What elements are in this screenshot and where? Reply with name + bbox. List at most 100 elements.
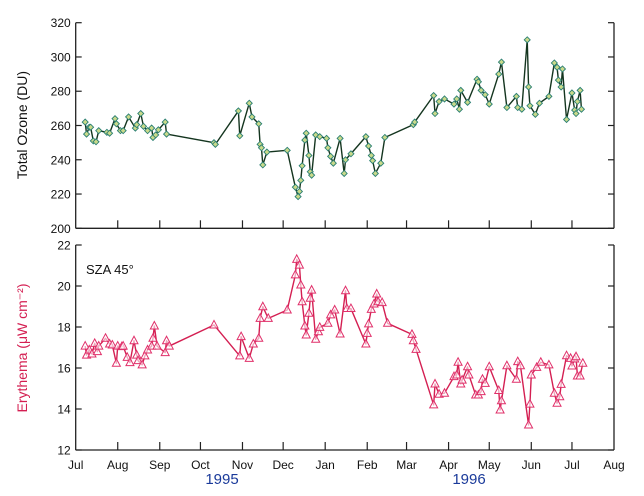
data-point	[411, 118, 419, 126]
data-point	[464, 369, 474, 379]
data-point	[526, 369, 537, 379]
x-tick-label: Nov	[232, 458, 253, 472]
data-point	[495, 70, 503, 78]
data-point	[152, 340, 162, 350]
data-point	[377, 159, 385, 167]
series-line	[84, 258, 584, 426]
data-point	[371, 288, 382, 298]
y-tick-label: 14	[57, 403, 71, 417]
data-point	[316, 133, 324, 141]
data-point	[137, 109, 145, 118]
data-point	[329, 304, 340, 314]
data-point	[105, 129, 114, 137]
year-label-1996: 1996	[452, 471, 485, 488]
data-point	[523, 419, 534, 429]
data-point	[453, 95, 461, 103]
data-point	[495, 404, 505, 414]
data-point	[480, 377, 491, 387]
data-point	[511, 373, 522, 383]
data-point	[323, 317, 333, 327]
data-point	[86, 123, 95, 131]
data-point	[407, 328, 417, 338]
data-point	[335, 328, 345, 338]
data-point	[457, 86, 465, 95]
data-point	[567, 360, 577, 370]
series-line	[84, 39, 583, 198]
data-point	[361, 338, 371, 348]
data-point	[340, 285, 351, 295]
data-point	[572, 109, 580, 118]
data-point	[302, 129, 310, 137]
data-point	[326, 152, 335, 160]
data-point	[463, 98, 472, 107]
data-point	[503, 103, 511, 112]
data-point	[524, 83, 533, 91]
data-point	[481, 91, 489, 99]
x-tick-label: May	[478, 458, 501, 472]
data-point	[111, 357, 122, 367]
data-point	[298, 162, 306, 170]
data-point	[455, 105, 464, 113]
data-point	[362, 327, 373, 337]
data-point	[81, 118, 89, 126]
data-point	[554, 391, 565, 401]
data-point	[290, 269, 301, 279]
data-point	[553, 63, 561, 71]
y-tick-label: 300	[51, 50, 71, 64]
data-point	[257, 144, 266, 152]
data-point	[477, 86, 485, 95]
data-point	[381, 133, 389, 142]
data-point	[147, 124, 156, 132]
data-point	[129, 335, 139, 345]
data-point	[107, 339, 118, 349]
data-point	[428, 399, 439, 409]
data-point	[143, 127, 152, 135]
data-point	[324, 144, 332, 152]
data-point	[161, 118, 169, 126]
x-tick-label: Apr	[439, 458, 458, 472]
data-point	[531, 110, 539, 118]
data-point	[346, 302, 356, 313]
data-point	[304, 307, 314, 317]
top-y-axis-label: Total Ozone (DU)	[14, 71, 30, 179]
data-point	[118, 340, 128, 350]
data-point	[291, 253, 302, 263]
data-point	[576, 86, 584, 95]
data-point	[526, 102, 534, 110]
data-point	[92, 138, 100, 146]
data-point	[259, 161, 267, 169]
data-point	[125, 357, 135, 367]
data-point	[160, 347, 171, 357]
sza-annotation: SZA 45°	[86, 262, 134, 277]
data-point	[92, 346, 103, 356]
data-point	[93, 340, 104, 350]
data-point	[545, 92, 553, 101]
data-point	[306, 284, 317, 294]
data-point	[562, 115, 571, 124]
data-point	[453, 356, 463, 366]
data-point	[329, 159, 337, 167]
data-point	[133, 121, 141, 129]
data-point	[211, 140, 219, 148]
data-point	[244, 352, 255, 362]
data-point	[554, 76, 563, 84]
data-point	[450, 100, 458, 108]
data-point	[111, 115, 119, 123]
x-tick-label: Jan	[316, 458, 335, 472]
data-point	[236, 331, 246, 341]
data-point	[512, 92, 521, 101]
y-tick-label: 22	[57, 239, 71, 253]
x-tick-label: Jun	[522, 458, 541, 472]
data-point	[550, 59, 558, 67]
data-point	[535, 356, 546, 366]
y-tick-label: 280	[51, 85, 71, 99]
data-point	[523, 36, 531, 44]
data-point	[310, 333, 321, 343]
data-point	[140, 350, 150, 360]
data-point	[440, 95, 449, 103]
x-tick-label: Dec	[272, 458, 293, 472]
data-point	[295, 279, 306, 289]
data-point	[549, 387, 560, 397]
data-point	[234, 350, 245, 360]
